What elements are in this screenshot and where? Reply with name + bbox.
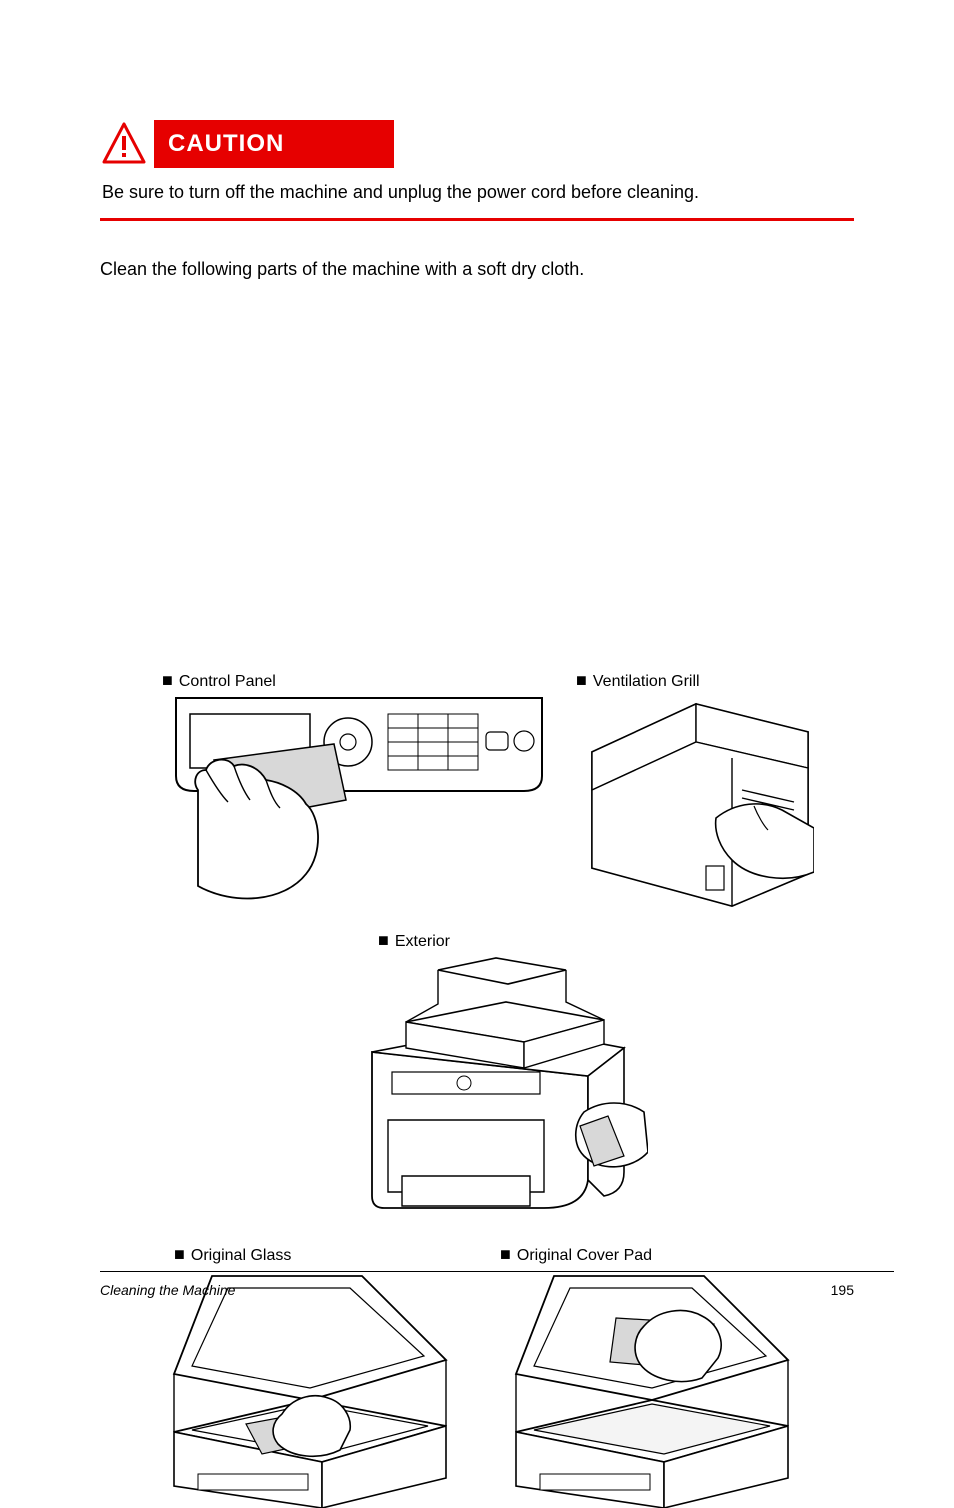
caution-heading: CAUTION (100, 120, 854, 168)
figure-label-text: Control Panel (179, 673, 276, 690)
figure-label-exterior: ■ Exterior (378, 930, 450, 951)
page-footer: Cleaning the Machine 195 (0, 1282, 954, 1298)
figure-label-ventilation-grill: ■ Ventilation Grill (576, 670, 700, 691)
figure-ventilation-grill-illustration (586, 698, 814, 910)
bullet-icon: ■ (162, 670, 173, 690)
footer-page-number: 195 (831, 1282, 854, 1298)
caution-body-text: Be sure to turn off the machine and unpl… (100, 168, 854, 221)
bullet-icon: ■ (174, 1244, 185, 1264)
figure-label-text: Ventilation Grill (593, 673, 700, 690)
caution-label: CAUTION (154, 120, 394, 168)
bullet-icon: ■ (378, 930, 389, 950)
figure-label-text: Original Glass (191, 1247, 291, 1264)
figure-label-control-panel: ■ Control Panel (162, 670, 276, 691)
figure-control-panel-illustration (174, 696, 544, 906)
warning-triangle-icon (100, 120, 148, 168)
caution-block: CAUTION Be sure to turn off the machine … (100, 120, 854, 221)
bullet-icon: ■ (500, 1244, 511, 1264)
figure-exterior-illustration (348, 956, 648, 1222)
figure-label-text: Original Cover Pad (517, 1247, 652, 1264)
figure-label-original-cover-pad: ■ Original Cover Pad (500, 1244, 652, 1265)
figure-label-text: Exterior (395, 933, 450, 950)
footer-section-title: Cleaning the Machine (100, 1282, 235, 1298)
bullet-icon: ■ (576, 670, 587, 690)
figure-original-glass-illustration (162, 1274, 458, 1508)
figure-label-original-glass: ■ Original Glass (174, 1244, 291, 1265)
footer-rule (100, 1271, 894, 1272)
figure-original-cover-pad-illustration (504, 1274, 800, 1508)
instruction-text: Clean the following parts of the machine… (100, 257, 854, 281)
